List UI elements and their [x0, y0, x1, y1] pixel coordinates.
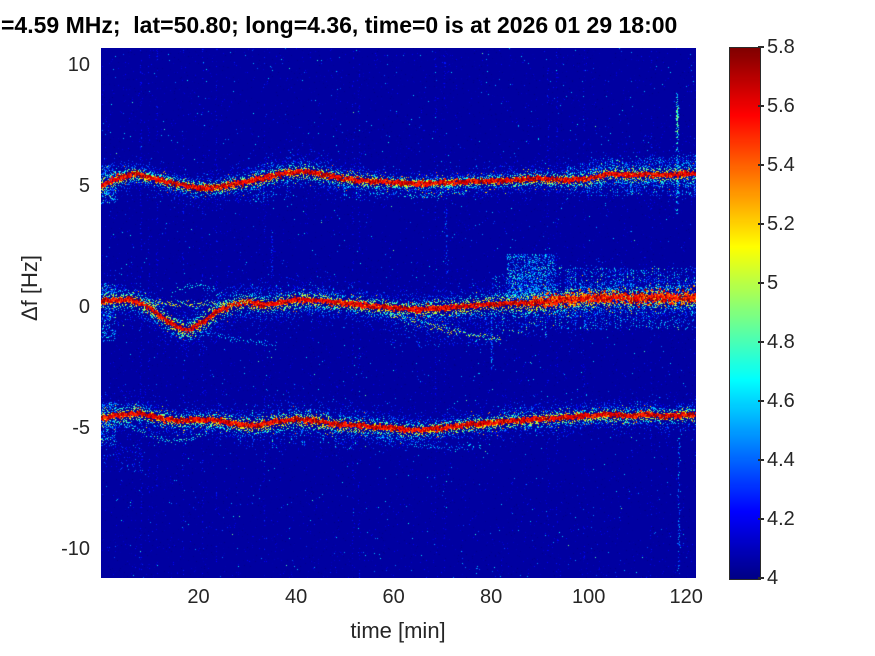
- colorbar-tick-mark: [758, 164, 764, 166]
- y-tick-label: -10: [61, 537, 90, 560]
- colorbar-tick-label: 5.6: [767, 95, 795, 117]
- colorbar-tick-mark: [758, 46, 764, 48]
- colorbar-tick-mark: [758, 341, 764, 343]
- colorbar-tick-mark: [758, 223, 764, 225]
- colorbar-tick-mark: [758, 282, 764, 284]
- colorbar-tick-label: 5.4: [767, 154, 795, 176]
- colorbar-tick-mark: [758, 400, 764, 402]
- colorbar-tick-label: 5.2: [767, 213, 795, 235]
- colorbar-tick-label: 5.8: [767, 36, 795, 58]
- x-tick-label: 20: [187, 586, 210, 608]
- x-tick-label: 60: [382, 586, 405, 608]
- colorbar-tick-label: 4.6: [767, 390, 795, 412]
- chart-title: =4.59 MHz; lat=50.80; long=4.36, time=0 …: [1, 12, 678, 38]
- y-tick-label: 10: [67, 53, 90, 76]
- y-tick-label: 5: [78, 174, 90, 197]
- colorbar-tick-label: 4: [767, 567, 779, 589]
- x-tick-label: 120: [669, 586, 703, 608]
- colorbar-tick-label: 5: [767, 272, 779, 294]
- colorbar-tick-label: 4.8: [767, 331, 795, 353]
- y-tick-label: 0: [78, 295, 90, 318]
- x-tick-label: 40: [284, 586, 308, 608]
- colorbar-tick-label: 4.4: [767, 449, 795, 471]
- colorbar-tick-label: 4.2: [767, 508, 795, 530]
- colorbar-tick-mark: [758, 105, 764, 107]
- colorbar-tick-mark: [758, 518, 764, 520]
- x-axis-label: time [min]: [350, 618, 446, 643]
- colorbar: [729, 47, 761, 580]
- spectrogram-plot: [101, 48, 696, 578]
- x-tick-label: 100: [572, 586, 606, 608]
- colorbar-tick-mark: [758, 459, 764, 461]
- colorbar-tick-mark: [758, 577, 764, 579]
- y-tick-label: -5: [72, 416, 90, 439]
- x-tick-label: 80: [480, 586, 503, 608]
